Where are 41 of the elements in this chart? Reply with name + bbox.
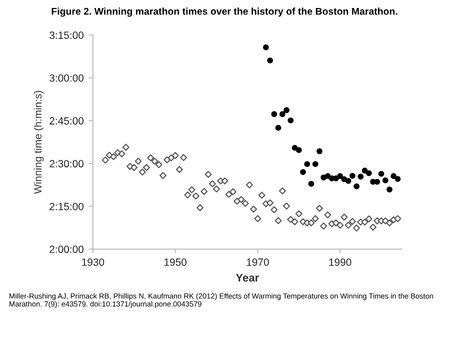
point <box>386 186 392 192</box>
y-tick-label: 3:00:00 <box>50 74 84 82</box>
point <box>390 173 397 180</box>
y-tick-label: 2:45:00 <box>50 117 84 125</box>
point <box>262 44 269 50</box>
point <box>312 161 318 168</box>
point <box>382 177 388 184</box>
point <box>296 147 302 154</box>
point <box>349 172 356 179</box>
point <box>292 144 298 151</box>
point <box>316 148 322 154</box>
x-tick-label: 1970 <box>246 258 269 266</box>
point <box>267 57 274 64</box>
point <box>320 174 327 180</box>
x-tick-label: 1990 <box>329 258 352 266</box>
y-tick-label: 2:15:00 <box>50 202 84 210</box>
point <box>324 173 331 180</box>
y-tick-label: 2:00:00 <box>50 246 84 254</box>
chart-title: Figure 2. Winning marathon times over the history of the Boston Marathon. <box>52 8 398 17</box>
x-tick-label: 1950 <box>164 258 186 266</box>
point <box>279 111 286 118</box>
point <box>366 170 372 176</box>
x-tick-label: 1930 <box>82 258 104 266</box>
point <box>271 111 278 118</box>
point <box>354 183 360 190</box>
y-tick-label: 2:30:00 <box>50 160 84 168</box>
y-tick-label: 3:15:00 <box>50 32 84 39</box>
point <box>394 176 401 182</box>
point <box>300 169 306 176</box>
y-axis-title: Winning time (h:min:s) <box>34 90 44 194</box>
point <box>288 117 294 124</box>
point <box>362 168 368 174</box>
point <box>284 107 290 114</box>
point <box>308 180 314 187</box>
point <box>304 161 310 168</box>
point <box>275 124 282 131</box>
point <box>345 178 352 184</box>
point <box>378 170 384 177</box>
x-axis-title: Year <box>236 274 259 282</box>
point <box>337 173 344 180</box>
point <box>358 174 364 180</box>
